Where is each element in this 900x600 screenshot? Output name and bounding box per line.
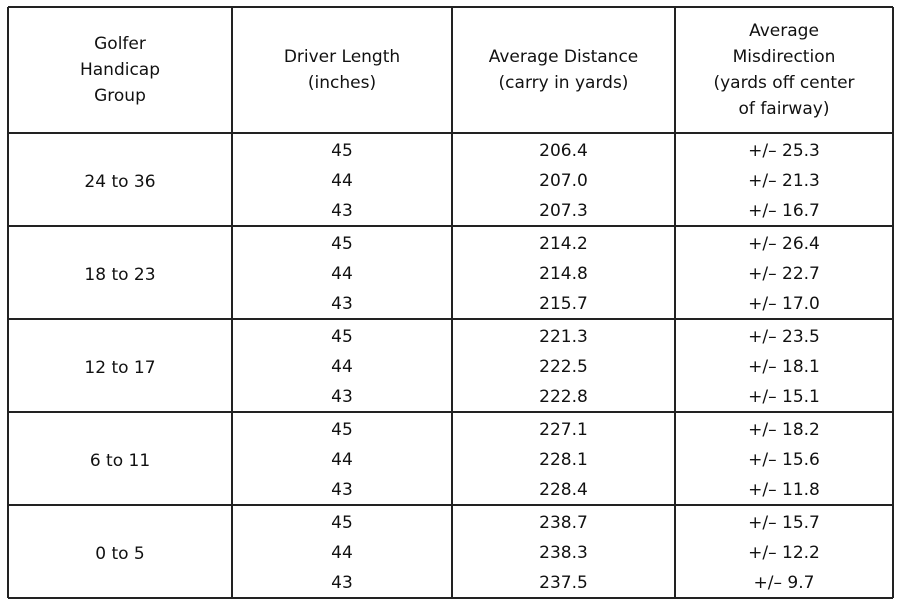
table-cell: +/– 18.1 — [748, 357, 820, 377]
table-cell: 43 — [331, 294, 353, 314]
table-cell: 214.2 — [539, 234, 588, 254]
table-cell: +/– 17.0 — [748, 294, 820, 314]
header-text: (yards off center — [713, 73, 855, 93]
table-cell: 221.3 — [539, 327, 588, 347]
column-rule — [7, 7, 9, 598]
column-rule — [451, 7, 453, 598]
table-cell: 45 — [331, 234, 353, 254]
table-cell: 215.7 — [539, 294, 588, 314]
header-text: Group — [94, 86, 146, 106]
table-cell: 228.4 — [539, 480, 588, 500]
table-cell: +/– 15.7 — [748, 513, 820, 533]
group-label: 0 to 5 — [95, 544, 145, 564]
row-rule — [8, 504, 893, 506]
column-rule — [892, 7, 894, 598]
table-cell: +/– 23.5 — [748, 327, 820, 347]
table-cell: +/– 16.7 — [748, 201, 820, 221]
header-text: Handicap — [79, 60, 161, 80]
table-cell: 207.3 — [539, 201, 588, 221]
row-rule — [8, 597, 893, 599]
table-cell: +/– 22.7 — [748, 264, 820, 284]
header-text: (inches) — [307, 73, 377, 93]
group-label: 6 to 11 — [89, 451, 151, 471]
header-text: Golfer — [94, 34, 146, 54]
table-cell: +/– 11.8 — [748, 480, 820, 500]
table-cell: 45 — [331, 420, 353, 440]
group-label: 24 to 36 — [84, 172, 156, 192]
header-text: Driver Length — [283, 47, 401, 67]
table-cell: 45 — [331, 513, 353, 533]
table-cell: 44 — [331, 171, 353, 191]
column-rule — [231, 7, 233, 598]
table-cell: 45 — [331, 141, 353, 161]
table-cell: +/– 15.1 — [748, 387, 820, 407]
table-cell: +/– 25.3 — [748, 141, 820, 161]
table-cell: 214.8 — [539, 264, 588, 284]
table-cell: 238.7 — [539, 513, 588, 533]
table-cell: +/– 26.4 — [748, 234, 820, 254]
table-cell: 222.5 — [539, 357, 588, 377]
group-label: 12 to 17 — [84, 358, 156, 378]
table-cell: 44 — [331, 450, 353, 470]
table-cell: 43 — [331, 201, 353, 221]
header-text: of fairway) — [738, 99, 830, 119]
table-cell: 228.1 — [539, 450, 588, 470]
table-cell: 227.1 — [539, 420, 588, 440]
table-cell: 43 — [331, 387, 353, 407]
header-text: Average Distance — [488, 47, 639, 67]
table-cell: 44 — [331, 543, 353, 563]
table-cell: +/– 12.2 — [748, 543, 820, 563]
table-cell: +/– 9.7 — [753, 573, 815, 593]
table-cell: 44 — [331, 264, 353, 284]
table-cell: +/– 21.3 — [748, 171, 820, 191]
table-cell: +/– 15.6 — [748, 450, 820, 470]
header-text: (carry in yards) — [498, 73, 629, 93]
header-text: Misdirection — [732, 47, 836, 67]
group-label: 18 to 23 — [84, 265, 156, 285]
row-rule — [8, 318, 893, 320]
row-rule — [8, 6, 893, 8]
row-rule — [8, 411, 893, 413]
table-cell: 43 — [331, 480, 353, 500]
table-cell: 45 — [331, 327, 353, 347]
table-cell: 43 — [331, 573, 353, 593]
header-text: Average — [749, 21, 819, 41]
table-cell: 44 — [331, 357, 353, 377]
row-rule — [8, 225, 893, 227]
table-cell: 222.8 — [539, 387, 588, 407]
table-cell: 238.3 — [539, 543, 588, 563]
table-cell: +/– 18.2 — [748, 420, 820, 440]
row-rule — [8, 132, 893, 134]
table-cell: 206.4 — [539, 141, 588, 161]
table-cell: 207.0 — [539, 171, 588, 191]
table-cell: 237.5 — [539, 573, 588, 593]
column-rule — [674, 7, 676, 598]
